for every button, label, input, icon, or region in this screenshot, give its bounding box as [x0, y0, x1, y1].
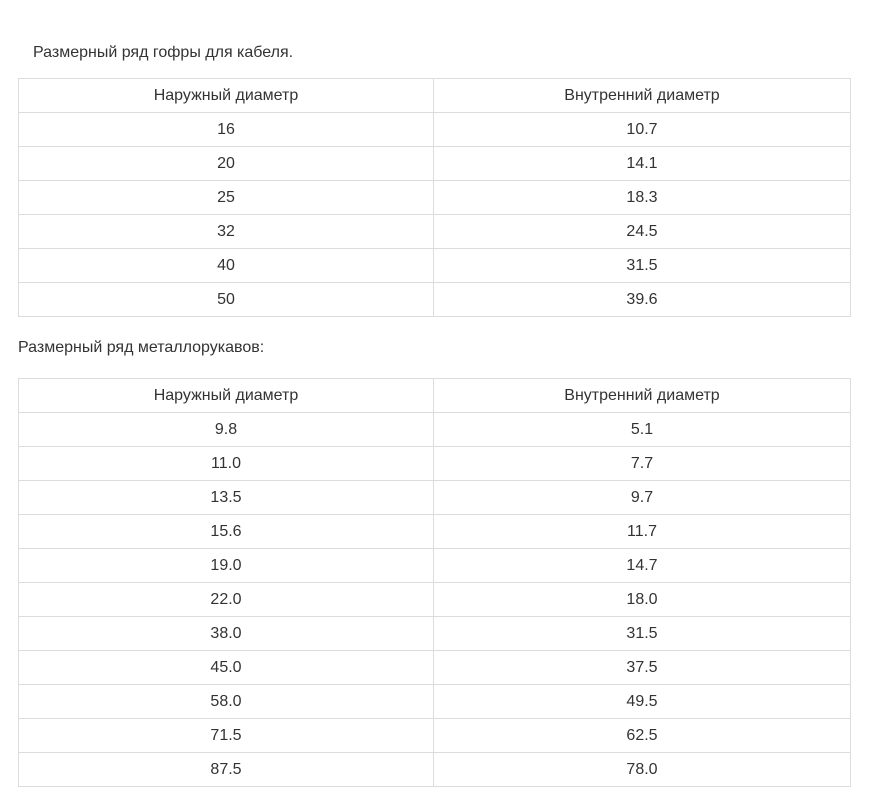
- outer-diameter-header: Наружный диаметр: [18, 78, 434, 113]
- outer-diameter-cell: 13.5: [18, 480, 434, 515]
- inner-diameter-header: Внутренний диаметр: [433, 378, 851, 413]
- outer-diameter-header: Наружный диаметр: [18, 378, 434, 413]
- inner-diameter-cell: 39.6: [433, 282, 851, 317]
- table-row: 16 10.7: [18, 112, 851, 147]
- inner-diameter-cell: 9.7: [433, 480, 851, 515]
- outer-diameter-cell: 25: [18, 180, 434, 215]
- table-row: 22.0 18.0: [18, 582, 851, 617]
- metal-hose-caption: Размерный ряд металлорукавов:: [18, 339, 265, 356]
- table-row: 45.0 37.5: [18, 650, 851, 685]
- table-row: 19.0 14.7: [18, 548, 851, 583]
- outer-diameter-cell: 11.0: [18, 446, 434, 481]
- corrugated-pipe-caption: Размерный ряд гофры для кабеля.: [33, 44, 294, 61]
- inner-diameter-cell: 14.1: [433, 146, 851, 181]
- table-row: 71.5 62.5: [18, 718, 851, 753]
- table-row: 87.5 78.0: [18, 752, 851, 787]
- inner-diameter-cell: 49.5: [433, 684, 851, 719]
- inner-diameter-cell: 10.7: [433, 112, 851, 147]
- outer-diameter-cell: 9.8: [18, 412, 434, 447]
- table-row: 11.0 7.7: [18, 446, 851, 481]
- inner-diameter-cell: 18.3: [433, 180, 851, 215]
- outer-diameter-cell: 38.0: [18, 616, 434, 651]
- table-row: 15.6 11.7: [18, 514, 851, 549]
- inner-diameter-cell: 5.1: [433, 412, 851, 447]
- table-header-row: Наружный диаметр Внутренний диаметр: [18, 78, 851, 113]
- outer-diameter-cell: 45.0: [18, 650, 434, 685]
- table-header-row: Наружный диаметр Внутренний диаметр: [18, 378, 851, 413]
- outer-diameter-cell: 58.0: [18, 684, 434, 719]
- outer-diameter-cell: 40: [18, 248, 434, 283]
- inner-diameter-cell: 14.7: [433, 548, 851, 583]
- inner-diameter-cell: 31.5: [433, 616, 851, 651]
- outer-diameter-cell: 50: [18, 282, 434, 317]
- table-row: 13.5 9.7: [18, 480, 851, 515]
- inner-diameter-cell: 62.5: [433, 718, 851, 753]
- inner-diameter-cell: 31.5: [433, 248, 851, 283]
- table-row: 38.0 31.5: [18, 616, 851, 651]
- inner-diameter-cell: 7.7: [433, 446, 851, 481]
- table-row: 25 18.3: [18, 180, 851, 215]
- outer-diameter-cell: 16: [18, 112, 434, 147]
- table-row: 32 24.5: [18, 214, 851, 249]
- table-row: 58.0 49.5: [18, 684, 851, 719]
- outer-diameter-cell: 20: [18, 146, 434, 181]
- outer-diameter-cell: 71.5: [18, 718, 434, 753]
- inner-diameter-header: Внутренний диаметр: [433, 78, 851, 113]
- table-row: 50 39.6: [18, 282, 851, 317]
- inner-diameter-cell: 37.5: [433, 650, 851, 685]
- outer-diameter-cell: 32: [18, 214, 434, 249]
- corrugated-pipe-size-table: Наружный диаметр Внутренний диаметр 16 1…: [18, 78, 851, 317]
- table-row: 40 31.5: [18, 248, 851, 283]
- inner-diameter-cell: 24.5: [433, 214, 851, 249]
- outer-diameter-cell: 19.0: [18, 548, 434, 583]
- table-row: 20 14.1: [18, 146, 851, 181]
- inner-diameter-cell: 11.7: [433, 514, 851, 549]
- table-row: 9.8 5.1: [18, 412, 851, 447]
- outer-diameter-cell: 87.5: [18, 752, 434, 787]
- inner-diameter-cell: 78.0: [433, 752, 851, 787]
- metal-hose-size-table: Наружный диаметр Внутренний диаметр 9.8 …: [18, 378, 851, 787]
- outer-diameter-cell: 22.0: [18, 582, 434, 617]
- inner-diameter-cell: 18.0: [433, 582, 851, 617]
- outer-diameter-cell: 15.6: [18, 514, 434, 549]
